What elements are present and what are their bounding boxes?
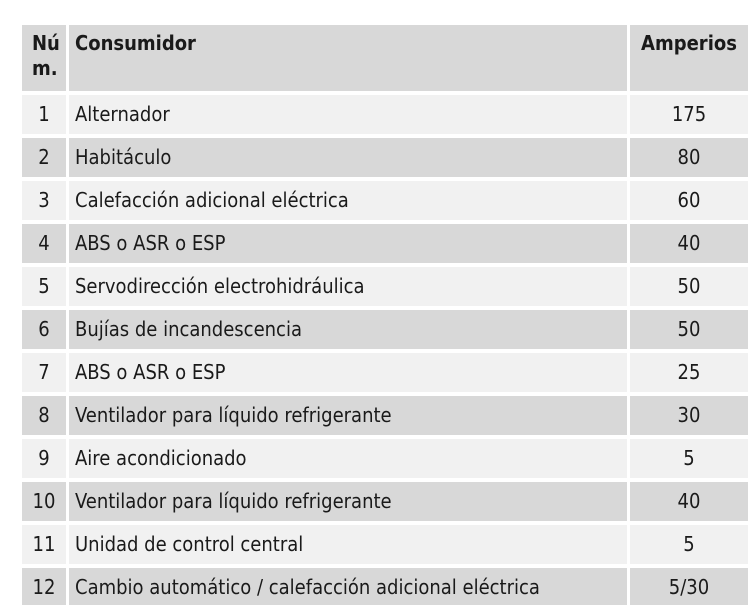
cell-consumidor: Servodirección electrohidráulica [69,267,627,306]
column-header-num: Núm. [22,25,66,91]
cell-num: 9 [22,439,66,478]
cell-amperios: 25 [630,353,748,392]
cell-consumidor: Aire acondicionado [69,439,627,478]
table-row: 8 Ventilador para líquido refrigerante 3… [22,396,748,435]
cell-num: 10 [22,482,66,521]
cell-num: 4 [22,224,66,263]
cell-amperios: 40 [630,224,748,263]
cell-amperios: 50 [630,267,748,306]
manual-page: Núm. Consumidor Amperios 1 Alternador 17… [0,21,752,605]
table-body: 1 Alternador 175 2 Habitáculo 80 3 Calef… [22,95,748,605]
table-row: 10 Ventilador para líquido refrigerante … [22,482,748,521]
column-header-amperios: Amperios [630,25,748,91]
cell-num: 7 [22,353,66,392]
cell-consumidor: Bujías de incandescencia [69,310,627,349]
cell-num: 5 [22,267,66,306]
table-row: 11 Unidad de control central 5 [22,525,748,564]
cell-consumidor: Cambio automático / calefacción adiciona… [69,568,627,605]
cell-num: 12 [22,568,66,605]
cell-num: 3 [22,181,66,220]
table-row: 7 ABS o ASR o ESP 25 [22,353,748,392]
cell-amperios: 5 [630,525,748,564]
cell-num: 2 [22,138,66,177]
cell-amperios: 80 [630,138,748,177]
column-header-consumidor: Consumidor [69,25,627,91]
cell-consumidor: Calefacción adicional eléctrica [69,181,627,220]
cell-num: 6 [22,310,66,349]
cell-consumidor: Ventilador para líquido refrigerante [69,396,627,435]
cell-consumidor: Habitáculo [69,138,627,177]
cell-amperios: 60 [630,181,748,220]
cell-consumidor: ABS o ASR o ESP [69,353,627,392]
table-row: 1 Alternador 175 [22,95,748,134]
table-row: 5 Servodirección electrohidráulica 50 [22,267,748,306]
header-row: Núm. Consumidor Amperios [22,25,748,91]
table-row: 9 Aire acondicionado 5 [22,439,748,478]
consumers-table: Núm. Consumidor Amperios 1 Alternador 17… [19,21,751,605]
table-header: Núm. Consumidor Amperios [22,25,748,91]
cell-amperios: 175 [630,95,748,134]
cell-consumidor: Ventilador para líquido refrigerante [69,482,627,521]
cell-consumidor: Unidad de control central [69,525,627,564]
cell-amperios: 40 [630,482,748,521]
table-row: 3 Calefacción adicional eléctrica 60 [22,181,748,220]
cell-amperios: 5 [630,439,748,478]
cell-amperios: 50 [630,310,748,349]
table-row: 6 Bujías de incandescencia 50 [22,310,748,349]
table-row: 12 Cambio automático / calefacción adici… [22,568,748,605]
cell-amperios: 5/30 [630,568,748,605]
cell-consumidor: ABS o ASR o ESP [69,224,627,263]
cell-amperios: 30 [630,396,748,435]
cell-num: 1 [22,95,66,134]
cell-num: 8 [22,396,66,435]
cell-num: 11 [22,525,66,564]
table-row: 4 ABS o ASR o ESP 40 [22,224,748,263]
table-row: 2 Habitáculo 80 [22,138,748,177]
cell-consumidor: Alternador [69,95,627,134]
